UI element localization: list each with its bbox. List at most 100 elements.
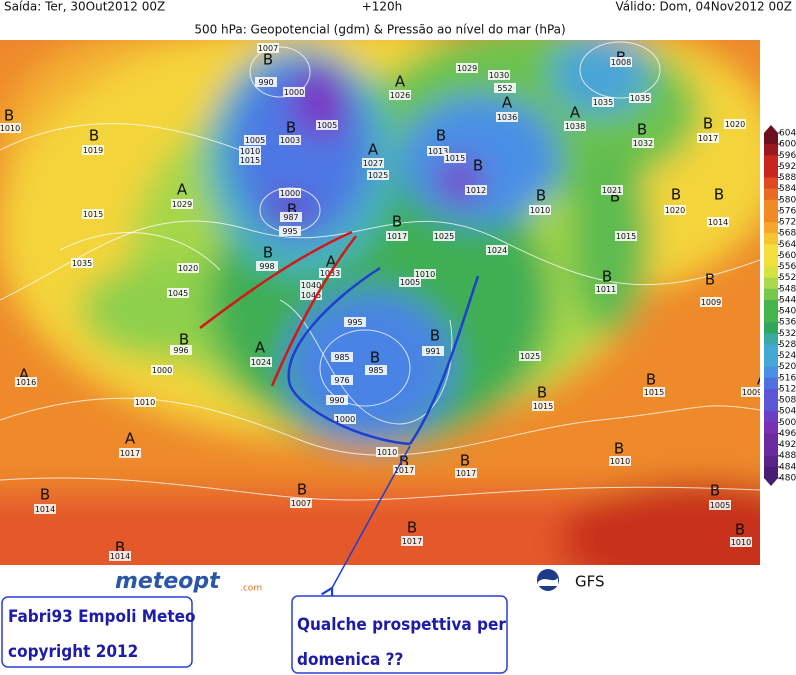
colorbar-segment [764, 166, 778, 179]
isobar-label: 1019 [83, 146, 103, 155]
isobar-label-box [700, 297, 722, 307]
arrow [321, 445, 411, 601]
site-logo-suffix: .com [240, 584, 262, 594]
noaa-logo [538, 578, 558, 586]
isobar-label: 1005 [400, 278, 420, 287]
colorbar-segment [764, 411, 778, 423]
colorbar-segment [764, 344, 778, 357]
colorbar-tick-label: 528 [779, 340, 796, 350]
pressure-center: B [399, 453, 409, 471]
colorbar-segment [764, 388, 778, 401]
isobar-label-box [316, 120, 338, 130]
pressure-center: A [570, 104, 581, 122]
isobar-label: 1015 [240, 156, 260, 165]
isobar-label-box [244, 135, 266, 145]
colorbar-segment [764, 277, 778, 290]
colorbar-tick-label: 544 [779, 295, 796, 305]
isobar-label: 995 [347, 318, 362, 327]
isobar-label-box [709, 500, 731, 510]
colorbar-segment [764, 222, 778, 234]
isobar-label: 1035 [593, 98, 613, 107]
isobar-label: 1010 [731, 538, 751, 547]
isobar-label-box [601, 185, 623, 195]
isobar-label: 976 [334, 376, 349, 385]
pressure-center: A [326, 253, 337, 271]
isobar-label-box [433, 231, 455, 241]
isobar-label: 1025 [368, 171, 388, 180]
colorbar-tick-label: 560 [779, 251, 796, 261]
isobar-label: 996 [173, 346, 188, 355]
pressure-center: B [705, 271, 715, 289]
isobar-label-box [367, 170, 389, 180]
isobar-label: 990 [258, 78, 273, 87]
isobar-label: 1017 [402, 537, 422, 546]
isobar-label: 1038 [565, 122, 585, 131]
isobar-label-box [290, 498, 312, 508]
isobar-label-box [519, 351, 541, 361]
pressure-center: B [115, 539, 125, 557]
isobar-label-box [399, 277, 421, 287]
isobar-label: 1027 [363, 159, 383, 168]
colorbar-end [764, 125, 778, 133]
colorbar-tick-label: 496 [779, 429, 796, 439]
isobar-label: 1010 [135, 398, 155, 407]
isobar-label: 1000 [284, 88, 304, 97]
pressure-center: B [179, 331, 189, 349]
isobar-label-box [362, 158, 384, 168]
isobar-label: 1013 [428, 147, 448, 156]
colorbar-tick-label: 564 [779, 240, 796, 250]
colorbar-segment [764, 400, 778, 412]
isobar-label-box [300, 290, 322, 300]
colorbar-tick-label: 552 [779, 273, 796, 283]
colorbar-segment [764, 177, 778, 190]
isobar-label: 1014 [35, 505, 55, 514]
pressure-center: B [614, 440, 624, 458]
isobar-label-box [331, 352, 353, 362]
pressure-center: B [263, 244, 273, 262]
colorbar-tick-label: 556 [779, 262, 796, 272]
colorbar-segment [764, 244, 778, 256]
isobar-label-box [697, 133, 719, 143]
map-title: 500 hPa: Geopotencial (gdm) & Pressão ao… [194, 23, 565, 37]
pressure-center: A [19, 366, 30, 384]
isobar-label-box [376, 447, 398, 457]
isobar-label: 1011 [596, 285, 616, 294]
pressure-center: B [89, 127, 99, 145]
isobar-label: 1017 [394, 466, 414, 475]
isobar-label: 1020 [725, 120, 745, 129]
isobar-label: 1017 [120, 449, 140, 458]
colorbar-segment [764, 233, 778, 245]
colorbar-segment [764, 433, 778, 446]
pressure-center: A [502, 94, 513, 112]
isobar-label-box [724, 119, 746, 129]
isobar-label: 1045 [301, 291, 321, 300]
isobar-label: 1016 [16, 378, 36, 387]
isobar-label-box [334, 414, 356, 424]
isobar-label: 1015 [533, 402, 553, 411]
pressure-center: B [392, 213, 402, 231]
colorbar-segment [764, 266, 778, 279]
isobar-label-box [610, 57, 632, 67]
colorbar-tick-label: 568 [779, 229, 796, 239]
isobar-label-box [632, 138, 654, 148]
isobar-label-box [494, 83, 516, 93]
isobar-label-box [279, 226, 301, 236]
isobar-label-box [279, 135, 301, 145]
isobar-label: 1036 [497, 113, 517, 122]
isobar-label: 1010 [377, 448, 397, 457]
pressure-center: A [255, 339, 266, 357]
colorbar-segment [764, 322, 778, 334]
isobar-label-box [0, 123, 21, 133]
isobar-label-box [279, 188, 301, 198]
pressure-center: B [263, 51, 273, 69]
pressure-center: B [536, 187, 546, 205]
isobar-label: 1021 [602, 186, 622, 195]
isobar-label-box [730, 537, 752, 547]
isobar-label-box [456, 63, 478, 73]
isobar-label-box [401, 536, 423, 546]
isobar-label: 1007 [258, 44, 278, 53]
colorbar-tick-label: 572 [779, 218, 796, 228]
isobar-label: 1017 [387, 232, 407, 241]
issued: Saída: Ter, 30Out2012 00Z [4, 0, 165, 14]
